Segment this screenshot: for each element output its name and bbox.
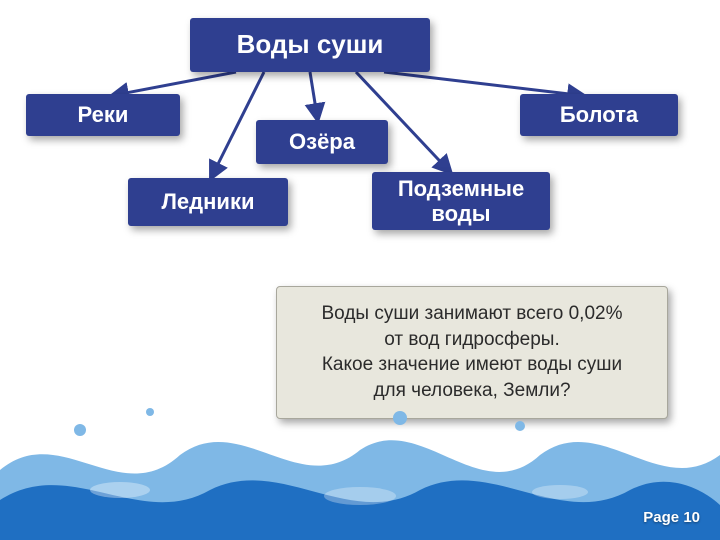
info-callout: Воды суши занимают всего 0,02% от вод ги…	[276, 286, 668, 419]
page-label-prefix: Page	[643, 509, 683, 526]
node-label: Болота	[560, 102, 638, 127]
diagram-node-lakes: Озёра	[256, 120, 388, 164]
page-label-number: 10	[683, 509, 700, 526]
node-label: Озёра	[289, 129, 355, 154]
page-number: Page 10	[643, 509, 700, 526]
diagram-root-node: Воды суши	[190, 18, 430, 72]
node-label: Ледники	[162, 189, 255, 214]
diagram-root-label: Воды суши	[237, 30, 384, 60]
diagram-node-ground: Подземные воды	[372, 172, 550, 230]
callout-line: Какое значение имеют воды суши	[295, 352, 649, 378]
water-illustration	[0, 400, 720, 540]
callout-line: Воды суши занимают всего 0,02%	[295, 301, 649, 327]
diagram-node-rivers: Реки	[26, 94, 180, 136]
diagram-node-glaciers: Ледники	[128, 178, 288, 226]
node-label: Подземные воды	[398, 176, 524, 227]
node-label: Реки	[78, 102, 129, 127]
diagram-node-swamps: Болота	[520, 94, 678, 136]
callout-line: от вод гидросферы.	[295, 327, 649, 353]
